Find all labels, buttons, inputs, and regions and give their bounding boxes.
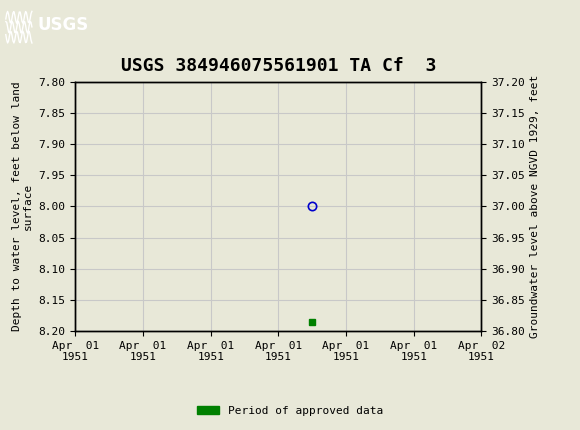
Text: USGS: USGS (38, 16, 89, 34)
Y-axis label: Groundwater level above NGVD 1929, feet: Groundwater level above NGVD 1929, feet (531, 75, 541, 338)
Title: USGS 384946075561901 TA Cf  3: USGS 384946075561901 TA Cf 3 (121, 57, 436, 74)
Legend: Period of approved data: Period of approved data (193, 401, 387, 420)
Y-axis label: Depth to water level, feet below land
surface: Depth to water level, feet below land su… (12, 82, 33, 331)
